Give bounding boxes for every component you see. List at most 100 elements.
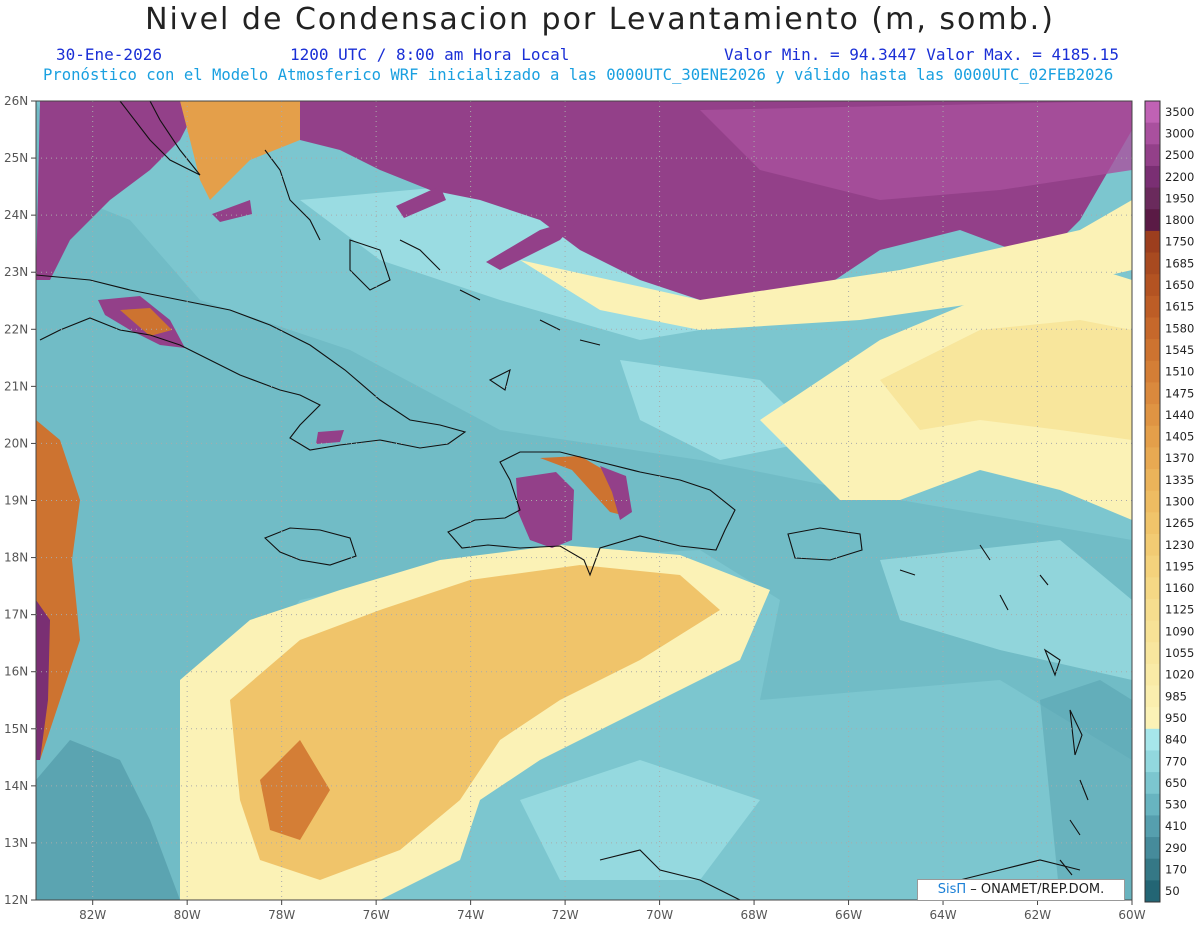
lat-label: 18N — [4, 551, 28, 565]
field-region-light-cyan-4 — [520, 760, 760, 880]
lat-label: 15N — [4, 722, 28, 736]
colorbar-swatch — [1145, 490, 1160, 513]
colorbar-swatch — [1145, 187, 1160, 210]
lat-label: 26N — [4, 94, 28, 108]
lat-label: 12N — [4, 893, 28, 907]
colorbar-swatch — [1145, 598, 1160, 622]
field-region-purple-north-light — [700, 101, 1132, 200]
field-region-purple-hispaniola-2 — [600, 466, 632, 520]
colorbar-swatch — [1145, 317, 1160, 340]
lat-label: 23N — [4, 265, 28, 279]
colorbar-label: 1650 — [1165, 278, 1194, 292]
colorbar-label: 1580 — [1165, 321, 1194, 335]
coastline-hispaniola — [447, 451, 736, 577]
field-region-purple-cuba-east — [316, 430, 344, 444]
colorbar-swatch — [1145, 555, 1160, 578]
field-region-purple-bahamas-3 — [486, 218, 580, 270]
colorbar-swatch — [1145, 144, 1160, 167]
colorbar-swatch — [1145, 620, 1160, 643]
lon-label: 62W — [1024, 908, 1051, 922]
colorbar-swatch — [1145, 772, 1160, 795]
colorbar-swatch — [1145, 750, 1160, 773]
colorbar-swatch — [1145, 815, 1160, 838]
colorbar-swatch — [1145, 858, 1160, 881]
field-region-teal-dark — [36, 740, 180, 900]
lat-label: 22N — [4, 322, 28, 336]
field-region-orange-south — [230, 565, 720, 880]
lat-label: 14N — [4, 779, 28, 793]
coastline-cuba — [36, 274, 467, 451]
field-region-light-cyan-2 — [620, 360, 820, 460]
field-region-mid-cyan — [36, 101, 1132, 900]
field-region-tan-east — [880, 320, 1132, 440]
colorbar-swatch — [1145, 642, 1160, 665]
colorbar-label: 1685 — [1165, 256, 1194, 270]
colorbar-swatch — [1145, 512, 1160, 535]
field-region-teal-dark-2 — [1040, 680, 1132, 900]
colorbar-label: 650 — [1165, 776, 1187, 790]
colorbar-swatch — [1145, 122, 1160, 145]
forecast-time: 1200 UTC / 8:00 am Hora Local — [290, 45, 570, 64]
lat-label: 20N — [4, 436, 28, 450]
field-region-purple-bahamas-2 — [396, 186, 446, 218]
colorbar-label: 840 — [1165, 733, 1187, 747]
colorbar-swatch — [1145, 295, 1160, 318]
coastline-bahamas — [399, 239, 601, 391]
credit-box: SisΠ – ONAMET/REP.DOM. — [917, 879, 1125, 901]
colorbar-label: 1195 — [1165, 559, 1194, 573]
colorbar-swatch — [1145, 230, 1160, 254]
longitude-axis: 82W 80W 78W 76W 74W 72W 70W 68W 66W 64W 62W 60W — [79, 900, 1146, 922]
colorbar-label: 1475 — [1165, 386, 1194, 400]
credit-text: – ONAMET/REP.DOM. — [966, 882, 1105, 897]
lon-label: 68W — [740, 908, 767, 922]
lon-label: 76W — [363, 908, 390, 922]
colorbar-label: 290 — [1165, 841, 1187, 855]
map-title: Nivel de Condensacion por Levantamiento … — [145, 2, 1055, 37]
lon-label: 78W — [268, 908, 295, 922]
colorbar-swatch — [1145, 793, 1160, 816]
colorbar-swatch — [1145, 425, 1160, 448]
colorbar-label: 1800 — [1165, 213, 1194, 227]
colorbar-swatch — [1145, 360, 1160, 383]
colorbar-label: 50 — [1165, 884, 1180, 898]
colorbar-frame — [1144, 100, 1161, 903]
colorbar-swatch — [1145, 404, 1160, 427]
field-region-yellow-band-north — [520, 200, 1132, 330]
colorbar-label: 985 — [1165, 689, 1187, 703]
field-region-purple-hispaniola — [516, 472, 574, 548]
colorbar-label: 410 — [1165, 819, 1187, 833]
lon-label: 64W — [929, 908, 956, 922]
colorbar-label: 1440 — [1165, 408, 1194, 422]
colorbar-swatch — [1145, 707, 1160, 730]
coastline-south-america — [599, 849, 1081, 900]
lon-label: 74W — [457, 908, 484, 922]
coastline-andros — [349, 239, 391, 291]
colorbar-swatch — [1145, 339, 1160, 362]
colorbar-label: 1545 — [1165, 343, 1194, 357]
lon-label: 72W — [552, 908, 579, 922]
lon-label: 70W — [646, 908, 673, 922]
colorbar-swatch — [1145, 533, 1160, 557]
colorbar-swatch — [1145, 728, 1160, 751]
lat-label: 25N — [4, 151, 28, 165]
coastlines — [36, 101, 1089, 900]
field-region-dark-orange-south — [260, 740, 330, 840]
colorbar-label: 1020 — [1165, 668, 1194, 682]
colorbar-label: 1335 — [1165, 473, 1194, 487]
lat-label: 19N — [4, 494, 28, 508]
lat-label: 21N — [4, 379, 28, 393]
colorbar-swatch — [1145, 469, 1160, 492]
colorbar-swatch — [1145, 577, 1160, 600]
field-region-orange-edge-north — [180, 101, 300, 200]
colorbar-swatch — [1145, 209, 1160, 232]
coastline-jamaica — [263, 527, 357, 566]
coastline-florida — [119, 101, 201, 176]
lat-label: 24N — [4, 208, 28, 222]
min-max-values: Valor Min. = 94.3447 Valor Max. = 4185.1… — [724, 45, 1119, 64]
colorbar-label: 2200 — [1165, 170, 1194, 184]
colorbar-label: 1160 — [1165, 581, 1194, 595]
colorbar-label: 1405 — [1165, 430, 1194, 444]
field-region-purple-northwest — [36, 101, 200, 280]
latitude-axis: 26N 25N 24N 23N 22N 21N 20N 19N 18N 17N 16N 15N 14N 1… — [4, 94, 36, 907]
